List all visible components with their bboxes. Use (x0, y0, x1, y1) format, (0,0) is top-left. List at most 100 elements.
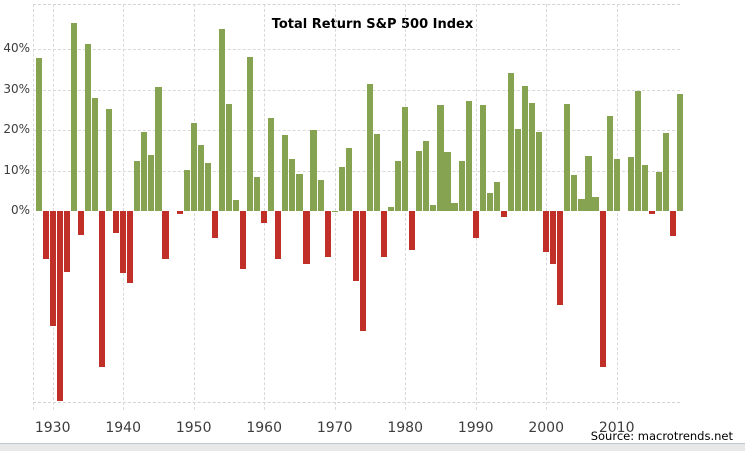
x-tick-label-1930: 1930 (34, 420, 71, 436)
bar-1988 (458, 160, 465, 211)
bar-1935 (84, 43, 92, 211)
bar-1983 (423, 141, 430, 211)
chart-title: Total Return S&P 500 Index (271, 17, 474, 32)
bar-1952 (204, 163, 211, 211)
bar-1992 (486, 192, 493, 211)
gridline-1930 (52, 4, 54, 410)
bar-2016 (655, 172, 663, 211)
x-tick-label-1940: 1940 (105, 420, 141, 436)
bar-1985 (437, 104, 444, 211)
bar-1984 (430, 205, 437, 211)
bar-1995 (507, 73, 515, 211)
gridline-40pct (33, 49, 680, 51)
bar-1982 (416, 151, 423, 211)
y-tick-label-30: 30% (3, 81, 30, 96)
bar-2010 (613, 159, 620, 211)
bar-1951 (197, 144, 204, 211)
bar-1996 (514, 129, 522, 211)
bar-1991 (479, 104, 486, 211)
bar-1981 (409, 211, 416, 251)
bar-1979 (395, 161, 402, 211)
bar-2003 (564, 104, 571, 211)
bar-1955 (225, 104, 233, 211)
source-attribution: Source: macrotrends.net (590, 429, 733, 443)
bar-1956 (232, 200, 240, 211)
bar-2002 (557, 211, 564, 306)
gridline-1960 (264, 4, 266, 410)
bar-1986 (444, 151, 451, 211)
bar-1928 (35, 57, 42, 211)
bar-1962 (275, 211, 282, 259)
gridline-1940 (123, 4, 125, 410)
bar-1964 (289, 158, 296, 211)
bar-1987 (451, 202, 458, 211)
bar-1990 (472, 211, 479, 238)
bar-1975 (366, 83, 374, 211)
x-tick-label-1950: 1950 (175, 420, 212, 436)
gridline-2000 (546, 4, 548, 410)
bar-1976 (373, 133, 381, 211)
bar-1940 (120, 211, 127, 273)
bar-1959 (254, 176, 261, 211)
bar-1967 (310, 129, 317, 211)
bar-2009 (606, 116, 613, 211)
gridline-30pct (33, 89, 680, 91)
bar-1944 (148, 155, 155, 211)
bar-1966 (303, 211, 310, 264)
bar-2001 (550, 211, 557, 264)
bar-1989 (465, 100, 472, 211)
bar-1953 (211, 211, 218, 238)
x-tick-label-1970: 1970 (316, 420, 353, 436)
bar-1960 (261, 211, 268, 223)
bar-1972 (345, 147, 352, 211)
bar-1939 (113, 211, 120, 234)
x-tick-label-2000: 2000 (528, 420, 564, 436)
bar-1965 (296, 174, 303, 211)
gridline-1990 (475, 4, 477, 410)
bar-1974 (359, 211, 366, 332)
bar-1934 (77, 211, 84, 235)
bar-1949 (183, 169, 190, 211)
bar-2013 (634, 91, 641, 211)
bar-2000 (543, 211, 550, 252)
x-tick-label-2010: 2010 (598, 420, 635, 436)
bar-1945 (155, 86, 162, 211)
bar-1980 (402, 106, 409, 211)
bar-1931 (56, 211, 63, 402)
bar-1933 (70, 22, 77, 211)
plot-left-border (33, 4, 34, 410)
bar-2006 (585, 155, 592, 211)
bar-2017 (662, 132, 670, 211)
bar-1932 (63, 211, 70, 273)
bar-1994 (500, 211, 507, 218)
gridline-10pct (33, 170, 680, 172)
bar-1930 (49, 211, 56, 327)
bar-2005 (578, 198, 585, 211)
bar-2004 (571, 174, 578, 211)
bar-2012 (627, 156, 634, 211)
x-tick-label-1990: 1990 (457, 420, 494, 436)
bar-2007 (592, 196, 599, 211)
bottom-strip (0, 443, 745, 451)
bar-1961 (268, 117, 275, 211)
bar-1942 (134, 160, 141, 211)
bar-1946 (162, 211, 169, 259)
bar-2015 (648, 211, 656, 214)
bar-1971 (338, 167, 345, 211)
bar-1993 (493, 182, 500, 211)
bar-2019 (677, 94, 684, 211)
bar-1938 (106, 109, 113, 211)
bar-1948 (176, 211, 183, 214)
bar-1957 (239, 211, 247, 269)
bar-1998 (529, 103, 536, 211)
bar-1978 (388, 206, 395, 211)
plot-bottom-border (33, 402, 680, 403)
x-tick-label-1960: 1960 (246, 420, 282, 436)
plot-top-border (33, 4, 680, 5)
bar-1973 (352, 211, 359, 282)
bar-2014 (641, 164, 648, 211)
bar-1950 (190, 123, 197, 211)
bar-1999 (536, 132, 543, 211)
bar-1969 (324, 211, 331, 257)
bar-2018 (670, 211, 677, 237)
